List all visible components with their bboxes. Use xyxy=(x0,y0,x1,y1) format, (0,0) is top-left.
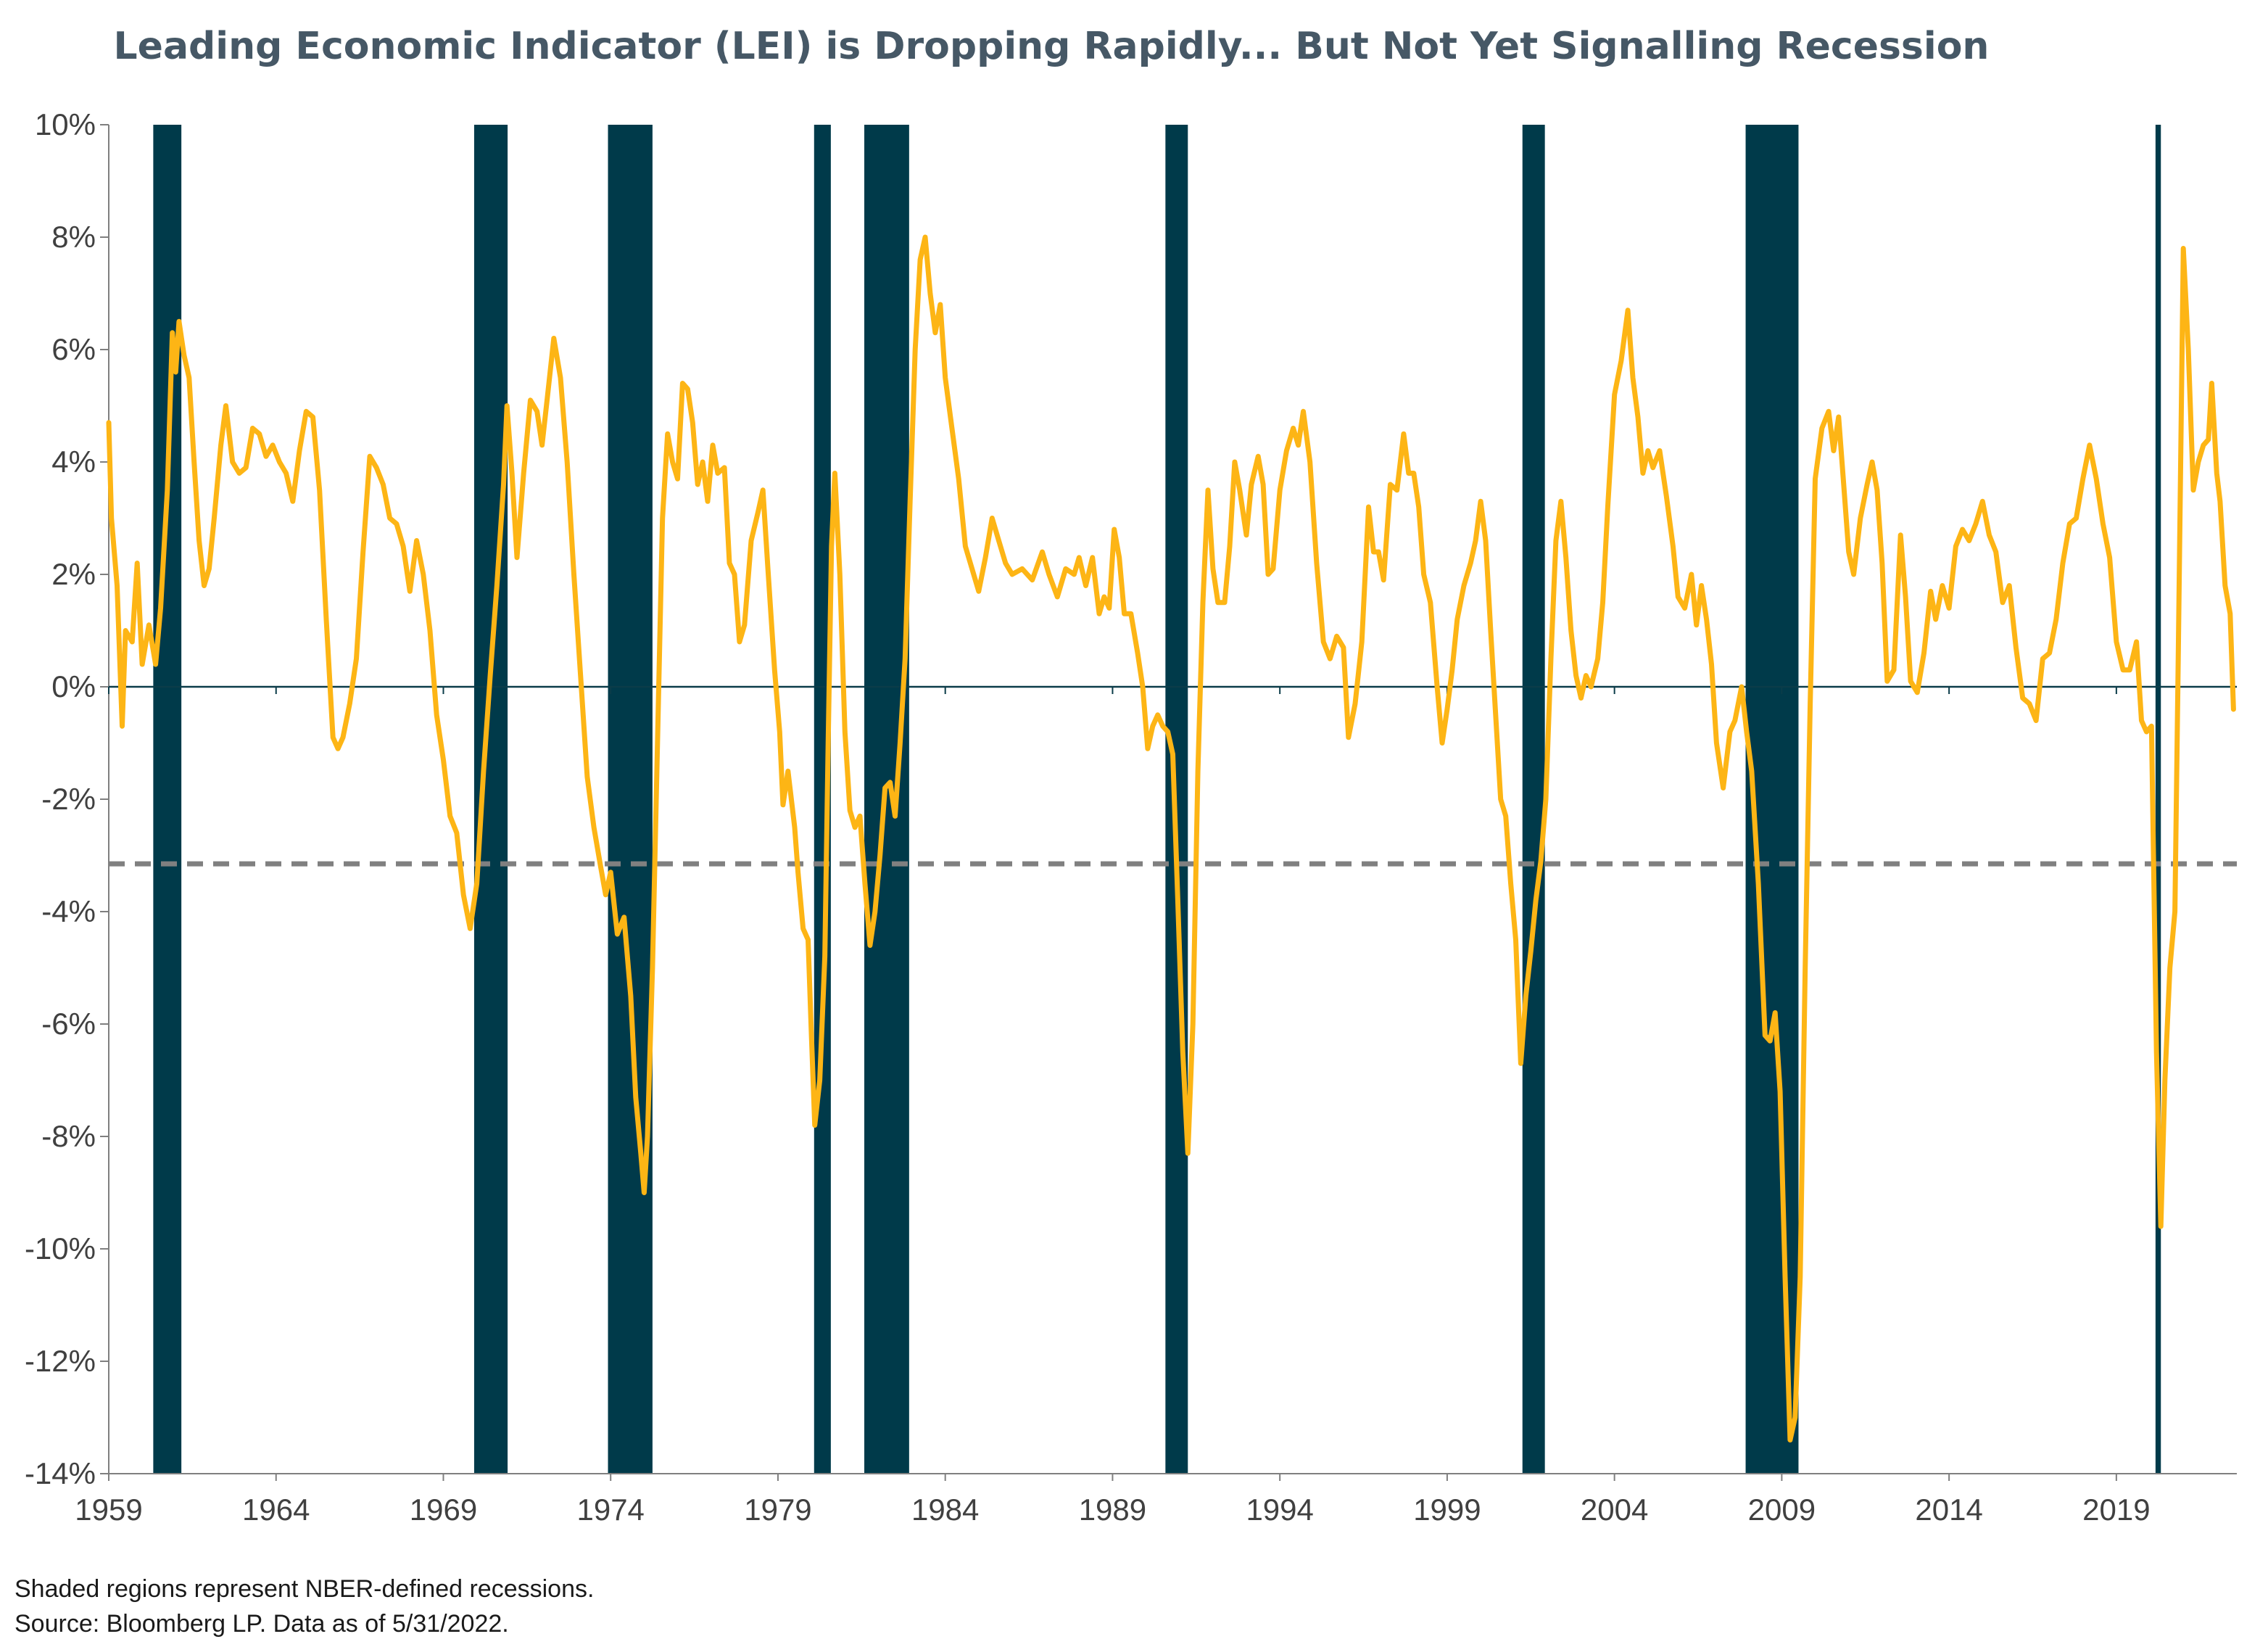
x-tick-label: 2009 xyxy=(1748,1493,1816,1527)
y-tick-label: -6% xyxy=(41,1007,96,1041)
lei-series-line xyxy=(106,234,2236,1442)
x-tick-label: 1994 xyxy=(1246,1493,1313,1527)
footnote-recessions: Shaded regions represent NBER-defined re… xyxy=(15,1575,595,1603)
axes xyxy=(100,124,2237,1481)
recession-band-2 xyxy=(473,125,508,1474)
x-tick-label: 2019 xyxy=(2082,1493,2150,1527)
x-tick-label: 1999 xyxy=(1413,1493,1481,1527)
x-tick-label: 1969 xyxy=(410,1493,477,1527)
x-tick-label: 2004 xyxy=(1581,1493,1648,1527)
recession-band-3 xyxy=(608,125,653,1474)
y-tick-label: 4% xyxy=(51,445,96,479)
x-tick-label: 1974 xyxy=(576,1493,644,1527)
y-tick-label: -12% xyxy=(25,1344,96,1378)
x-tick-label: 2014 xyxy=(1915,1493,1982,1527)
y-tick-label: 6% xyxy=(51,332,96,366)
y-tick-label: -2% xyxy=(41,782,96,816)
recession-band-4 xyxy=(814,125,831,1474)
recession-band-9 xyxy=(2155,125,2161,1474)
recession-bands xyxy=(153,125,2161,1474)
footnote-source: Source: Bloomberg LP. Data as of 5/31/20… xyxy=(15,1610,509,1638)
tick-labels: 10% 8% 6% 4% 2% 0% -2% -4% -6% -8% -10% -12% -14%195… xyxy=(25,107,2151,1527)
y-tick-label: 8% xyxy=(51,220,96,254)
recession-band-7 xyxy=(1522,125,1545,1474)
x-tick-label: 1964 xyxy=(242,1493,310,1527)
y-tick-label: -4% xyxy=(41,894,96,928)
x-tick-label: 1979 xyxy=(744,1493,811,1527)
x-tick-label: 1984 xyxy=(911,1493,979,1527)
chart-title: Leading Economic Indicator (LEI) is Drop… xyxy=(113,25,1990,68)
y-tick-label: 0% xyxy=(51,669,96,703)
y-tick-label: -10% xyxy=(25,1231,96,1266)
series-layer xyxy=(106,234,2237,1442)
x-tick-label: 1989 xyxy=(1079,1493,1146,1527)
x-tick-label: 1959 xyxy=(75,1493,142,1527)
y-tick-label: 2% xyxy=(51,557,96,591)
y-tick-label: 10% xyxy=(35,107,96,141)
y-tick-label: -14% xyxy=(25,1456,96,1490)
y-tick-label: -8% xyxy=(41,1119,96,1153)
